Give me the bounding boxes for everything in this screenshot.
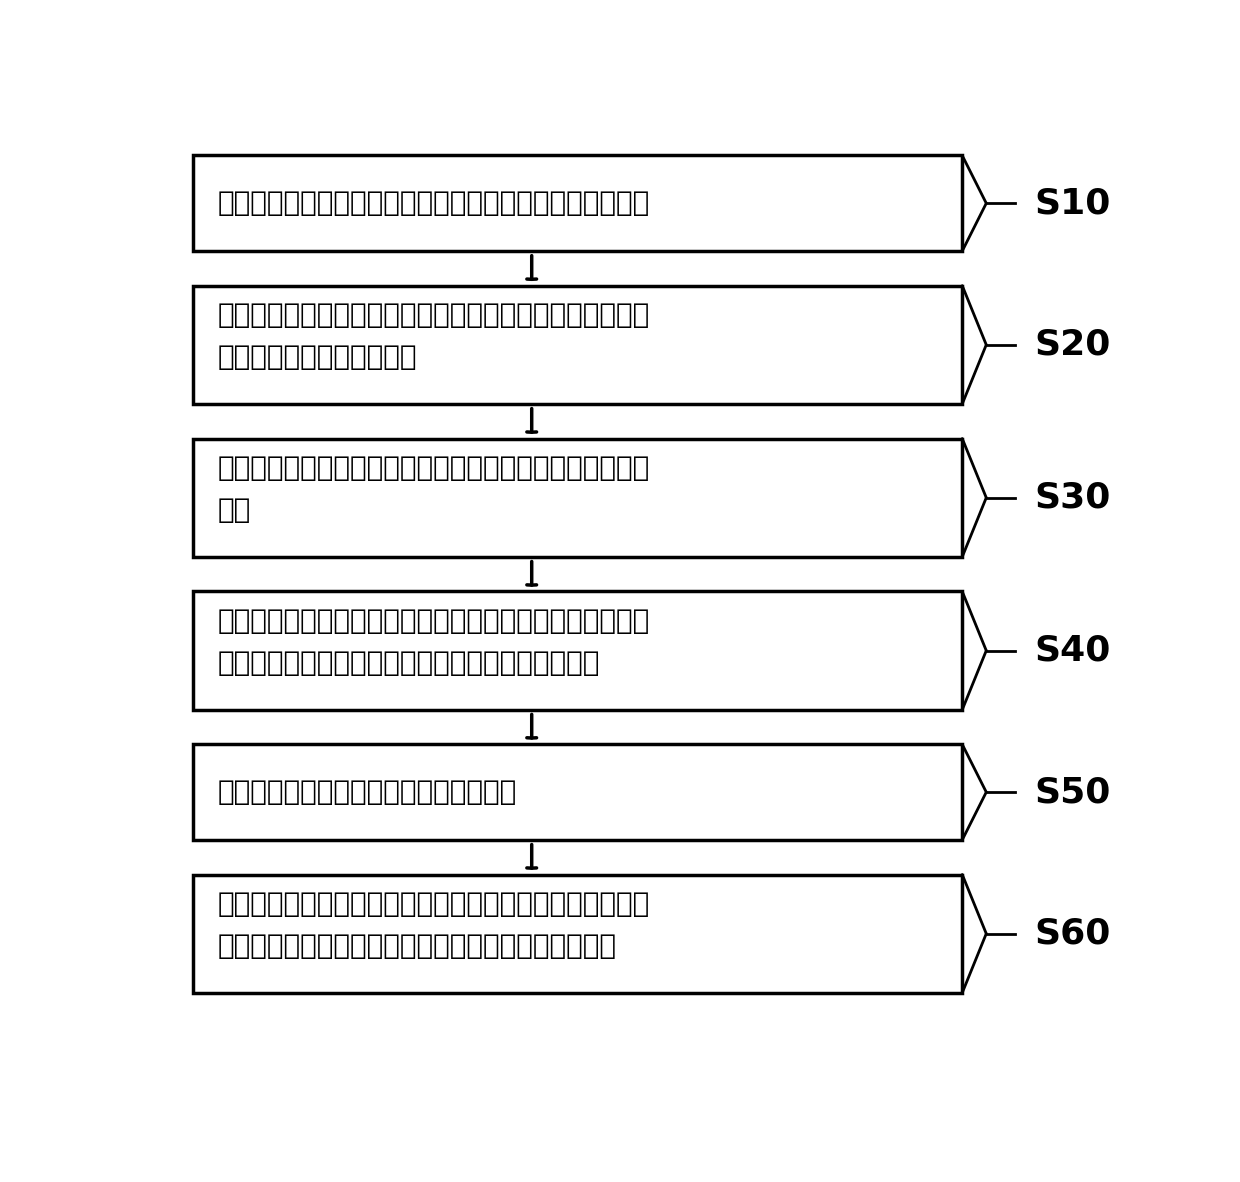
Text: S30: S30 [1034,481,1111,514]
Bar [193,156,962,251]
Text: S50: S50 [1034,775,1111,810]
Text: S10: S10 [1034,187,1111,220]
Text: S20: S20 [1034,327,1111,362]
Text: S40: S40 [1034,634,1111,668]
Text: 核心处理器周期性读取气压值和空气流量值，并判断气压值: 核心处理器周期性读取气压值和空气流量值，并判断气压值 [217,608,650,635]
Text: S60: S60 [1034,917,1111,950]
Text: 系统上电，对固定装置中的线圈通电，固定所述被测纸尿裤: 系统上电，对固定装置中的线圈通电，固定所述被测纸尿裤 [217,189,650,217]
Bar [193,286,962,404]
Bar [193,439,962,557]
Bar [193,745,962,840]
Text: 根据所述空气流量值计算纸尿裤的透气率: 根据所述空气流量值计算纸尿裤的透气率 [217,778,517,806]
Text: 核心处理器向外部智能显示屏请求纸尿裤透气性检测的气压: 核心处理器向外部智能显示屏请求纸尿裤透气性检测的气压 [217,301,650,330]
Text: 阀值数据，同时启动吸风机: 阀值数据，同时启动吸风机 [217,344,417,371]
Text: 量值: 量值 [217,496,250,525]
Text: 检测单元开始检测透明圆筒状检测通道内的气压值和空气流: 检测单元开始检测透明圆筒状检测通道内的气压值和空气流 [217,454,650,482]
Bar [193,875,962,993]
Text: 停止抽风机和检测单元工作，核心处理器控制电磁阀打开向: 停止抽风机和检测单元工作，核心处理器控制电磁阀打开向 [217,890,650,918]
Text: 上腔体注入仿真尿液，并控制充气泵向下腔体进行充气: 上腔体注入仿真尿液，并控制充气泵向下腔体进行充气 [217,933,616,960]
Bar [193,591,962,709]
Text: 是否达到气压阈值，若达到稳定后，记录空气流量值: 是否达到气压阈值，若达到稳定后，记录空气流量值 [217,649,600,677]
